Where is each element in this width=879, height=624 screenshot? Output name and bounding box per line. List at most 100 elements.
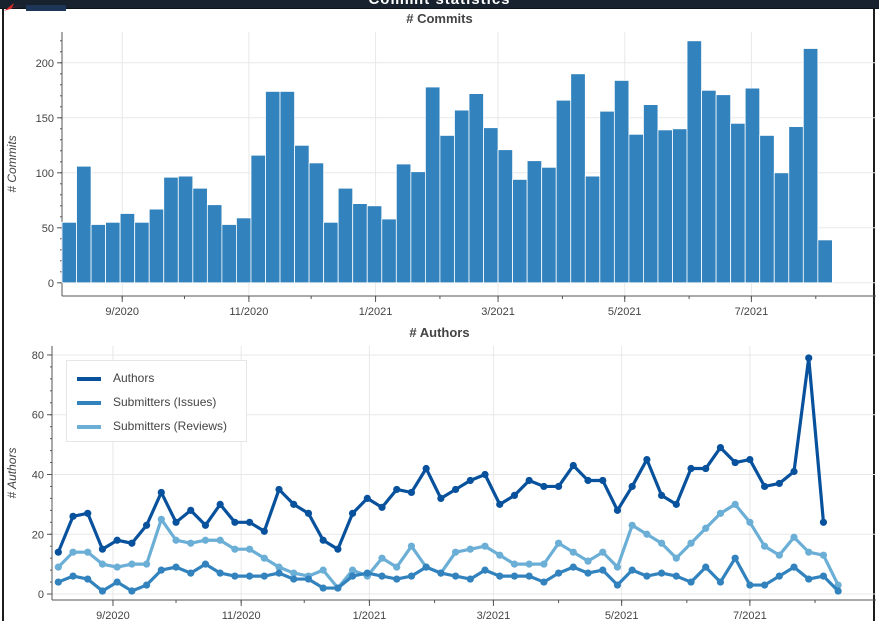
series-point-authors (378, 503, 386, 511)
commits-chart-plot: 0 50 100 150 200 9/2020 11/2020 1/2021 3/2021 5/2… (5, 32, 876, 318)
series-point-submitters-reviews (672, 554, 680, 562)
series-point-submitters-issues (643, 572, 651, 580)
commits-chart: # Commits 0 50 100 150 200 9/2020 11/2020 1/202… (0, 8, 879, 324)
series-point-submitters-issues (113, 578, 121, 586)
series-point-submitters-reviews (569, 548, 577, 556)
commits-bar (119, 213, 136, 284)
commits-bar (424, 86, 441, 284)
series-point-submitters-issues (554, 569, 563, 577)
series-point-submitters-issues (157, 566, 165, 574)
commits-bar (105, 221, 121, 284)
legend-label-authors: Authors (113, 371, 155, 385)
commits-x-tick-label: 1/2021 (359, 306, 393, 318)
series-point-authors (496, 500, 504, 508)
series-point-submitters-reviews (599, 548, 607, 556)
commits-bar (381, 218, 397, 284)
series-point-authors (657, 491, 666, 500)
commits-x-tick-label: 5/2021 (608, 306, 642, 318)
commits-bar (570, 73, 586, 284)
commits-y-tick-label: 50 (42, 223, 54, 235)
series-point-submitters-issues (496, 572, 504, 580)
series-point-submitters-reviews (613, 563, 622, 571)
commits-x-tick-label: 11/2020 (229, 306, 268, 318)
series-point-submitters-reviews (466, 545, 474, 553)
series-point-submitters-reviews (540, 560, 548, 568)
commits-bar (279, 91, 295, 284)
series-point-authors (569, 461, 577, 470)
commits-x-tick-label: 9/2020 (105, 306, 139, 318)
series-point-submitters-reviews (319, 566, 327, 574)
series-point-submitters-issues (128, 587, 136, 595)
authors-x-tick-label: 11/2020 (222, 610, 261, 622)
series-point-submitters-issues (599, 566, 607, 574)
series-point-submitters-reviews (805, 548, 813, 556)
authors-x-tick-label: 5/2021 (605, 610, 639, 622)
series-point-authors (290, 500, 298, 508)
series-point-submitters-reviews (775, 551, 783, 559)
series-point-submitters-issues (142, 581, 151, 589)
series-point-authors (275, 485, 283, 494)
commits-bar (439, 135, 455, 284)
series-point-submitters-reviews (790, 533, 798, 541)
commits-bar (90, 224, 107, 284)
series-point-authors (319, 536, 327, 544)
series-point-submitters-reviews (819, 551, 828, 559)
series-point-submitters-reviews (142, 560, 151, 568)
series-point-authors (672, 500, 680, 508)
series-point-submitters-reviews (525, 560, 533, 568)
legend-swatch-authors (77, 377, 101, 381)
series-point-submitters-issues (260, 572, 268, 580)
series-point-authors (760, 482, 769, 491)
legend-swatch-submitters-issues (77, 401, 101, 405)
series-point-authors (201, 521, 210, 529)
series-point-submitters-issues (69, 572, 77, 580)
series-point-authors (805, 354, 813, 362)
series-point-submitters-issues (746, 581, 754, 589)
series-point-authors (54, 548, 62, 556)
commits-chart-title: # Commits (406, 11, 473, 26)
series-point-submitters-issues (687, 578, 695, 586)
series-point-submitters-issues (775, 572, 783, 580)
authors-y-axis-title: # Authors (5, 448, 19, 499)
series-point-submitters-reviews (378, 554, 386, 562)
series-point-submitters-issues (716, 578, 725, 586)
commits-bar (744, 87, 761, 284)
commits-bar (788, 126, 804, 284)
series-point-authors (687, 464, 695, 473)
series-point-authors (187, 506, 195, 514)
series-point-authors (540, 482, 548, 491)
commits-bar (541, 166, 557, 284)
series-point-submitters-reviews (451, 548, 460, 556)
series-point-submitters-issues (510, 572, 519, 580)
authors-y-tick-label: 0 (38, 589, 44, 601)
commits-bar (686, 40, 702, 284)
series-point-authors (231, 518, 239, 526)
series-point-authors (304, 509, 313, 517)
series-point-submitters-reviews (157, 515, 165, 523)
series-point-submitters-issues (657, 569, 666, 577)
series-point-submitters-reviews (496, 551, 504, 559)
window-title-bar: Commit statistics (0, 0, 879, 9)
commits-bar (177, 175, 194, 284)
series-point-submitters-issues (393, 575, 401, 583)
series-point-authors (731, 458, 739, 467)
series-point-submitters-reviews (584, 557, 592, 565)
series-point-authors (775, 479, 783, 488)
series-point-submitters-reviews (187, 539, 195, 547)
series-point-submitters-issues (613, 581, 622, 589)
series-point-submitters-issues (290, 575, 298, 583)
authors-x-tick-label: 9/2020 (96, 610, 130, 622)
series-point-submitters-reviews (407, 542, 416, 550)
series-point-authors (466, 476, 474, 485)
commits-bar (454, 109, 470, 284)
series-point-submitters-reviews (481, 542, 489, 550)
series-point-submitters-reviews (746, 518, 754, 526)
authors-chart-plot: 0 20 40 60 80 9/2020 11/2020 1/2021 3/2021 5/2021… (5, 346, 876, 622)
series-point-submitters-reviews (231, 545, 239, 553)
series-point-submitters-issues (348, 572, 357, 580)
series-point-submitters-reviews (702, 524, 710, 532)
series-point-authors (422, 464, 430, 473)
series-point-authors (128, 539, 136, 547)
commits-bar (802, 48, 819, 284)
commits-bar (599, 110, 615, 284)
